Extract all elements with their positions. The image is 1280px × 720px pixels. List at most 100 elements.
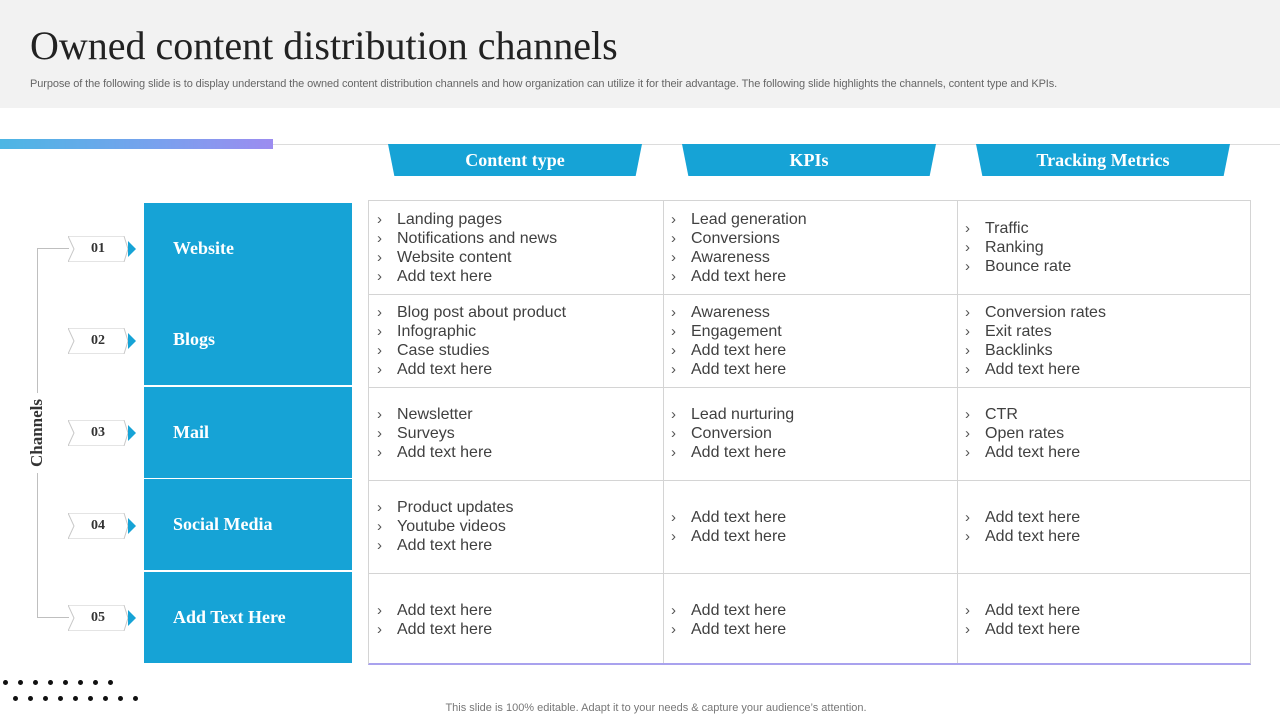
chevron-right-icon: › xyxy=(965,620,970,638)
table-cell-metrics: › Add text here › Add text here xyxy=(957,480,1251,573)
list-item-text: Infographic xyxy=(397,322,477,340)
list-item: › Surveys xyxy=(377,424,663,443)
table-cell-metrics: › Conversion rates › Exit rates › Backlinks › A… xyxy=(957,294,1251,387)
list-item: › Bounce rate xyxy=(965,257,1251,276)
dot xyxy=(63,680,68,685)
table-cell-kpis: › Lead nurturing › Conversion › Add text here xyxy=(663,387,957,480)
list-item: › Youtube videos xyxy=(377,517,663,536)
chevron-right-icon: › xyxy=(965,406,970,423)
channel-number-tag: 01 xyxy=(68,236,136,262)
list-item: › Add text here xyxy=(965,527,1251,546)
chevron-right-icon: › xyxy=(671,229,676,247)
list-item-text: Conversions xyxy=(691,229,780,247)
channel-number: 02 xyxy=(91,333,105,348)
list-item-text: Add text here xyxy=(397,537,493,554)
dot xyxy=(58,696,63,701)
list-item: › Exit rates xyxy=(965,322,1251,341)
column-header-tracking-metrics: Tracking Metrics xyxy=(976,144,1230,176)
list-item: › Landing pages xyxy=(377,210,663,229)
chevron-right-icon: › xyxy=(965,239,970,256)
chevron-right-icon: › xyxy=(965,360,970,378)
list-item: › Ranking xyxy=(965,238,1251,257)
column-header-content-type: Content type xyxy=(388,144,642,176)
chevron-right-icon: › xyxy=(377,518,382,535)
list-item: › Conversions xyxy=(671,229,957,248)
dot xyxy=(133,696,138,701)
channel-name: Add Text Here xyxy=(144,572,352,663)
list-item-text: Landing pages xyxy=(397,210,502,228)
list-item-text: Add text here xyxy=(691,620,787,638)
list-item-text: Add text here xyxy=(691,360,787,378)
dot xyxy=(88,696,93,701)
list-item: › Add text here xyxy=(671,360,957,379)
table-cell-content: › Newsletter › Surveys › Add text here xyxy=(369,387,663,480)
list-item: › Case studies xyxy=(377,341,663,360)
list-item-text: Add text here xyxy=(691,601,787,619)
list-item: › CTR xyxy=(965,405,1251,424)
table-cell-content: › Landing pages › Notifications and news › We… xyxy=(369,201,663,294)
chevron-right-icon: › xyxy=(377,248,382,266)
chevron-right-icon: › xyxy=(671,248,676,266)
list-item: › Traffic xyxy=(965,219,1251,238)
list-item: › Conversion xyxy=(671,424,957,443)
list-item-text: Add text here xyxy=(985,444,1081,461)
chevron-right-icon: › xyxy=(965,425,970,442)
chevron-right-icon: › xyxy=(671,406,676,423)
list-item-text: Blog post about product xyxy=(397,303,567,321)
table-column-divider xyxy=(663,201,664,663)
dot xyxy=(3,680,8,685)
chevron-right-icon: › xyxy=(671,341,676,359)
list-item-text: Surveys xyxy=(397,425,455,442)
chevron-right-icon: › xyxy=(671,508,676,526)
list-item-text: Add text here xyxy=(397,267,493,285)
dot xyxy=(43,696,48,701)
table-row-divider xyxy=(369,294,1250,295)
list-item-text: Website content xyxy=(397,248,512,266)
channel-number: 04 xyxy=(91,518,105,533)
chevron-right-icon: › xyxy=(671,425,676,442)
list-item: › Newsletter xyxy=(377,405,663,424)
list-item-text: Add text here xyxy=(691,267,787,285)
channel-number-tag: 04 xyxy=(68,513,136,539)
list-item-text: Add text here xyxy=(691,527,787,545)
list-item-text: Awareness xyxy=(691,303,770,321)
list-item-text: Conversion rates xyxy=(985,303,1106,321)
table-cell-metrics: › Add text here › Add text here xyxy=(957,573,1251,666)
list-item-text: Bounce rate xyxy=(985,258,1072,275)
chevron-right-icon: › xyxy=(671,322,676,340)
list-item-text: Backlinks xyxy=(985,341,1053,359)
list-item: › Add text here xyxy=(671,601,957,620)
chevron-right-icon: › xyxy=(671,444,676,461)
list-item-text: Ranking xyxy=(985,239,1044,256)
list-item: › Backlinks xyxy=(965,341,1251,360)
list-item-text: Add text here xyxy=(691,444,787,461)
list-item: › Add text here xyxy=(671,341,957,360)
channel-name: Website xyxy=(144,203,352,294)
list-item-text: Add text here xyxy=(397,360,493,378)
table-column-divider xyxy=(957,201,958,663)
chevron-right-icon: › xyxy=(377,499,382,516)
list-item-text: Open rates xyxy=(985,425,1065,442)
table-row-divider xyxy=(369,573,1250,574)
list-item: › Add text here xyxy=(377,443,663,462)
chevron-right-icon: › xyxy=(965,322,970,340)
list-item: › Add text here xyxy=(965,601,1251,620)
dot xyxy=(118,696,123,701)
list-item-text: Add text here xyxy=(985,360,1081,378)
table-cell-content: › Product updates › Youtube videos › Add text… xyxy=(369,480,663,573)
channel-name: Blogs xyxy=(144,294,352,385)
list-item: › Add text here xyxy=(377,536,663,555)
channel-number-tag: 05 xyxy=(68,605,136,631)
list-item-text: Add text here xyxy=(397,601,493,619)
list-item: › Add text here xyxy=(965,360,1251,379)
dot xyxy=(33,680,38,685)
chevron-right-icon: › xyxy=(377,620,382,638)
chevron-right-icon: › xyxy=(377,537,382,554)
chevron-right-icon: › xyxy=(965,444,970,461)
channel-name: Mail xyxy=(144,387,352,478)
slide-title: Owned content distribution channels xyxy=(30,23,618,68)
list-item: › Awareness xyxy=(671,303,957,322)
list-item-text: Exit rates xyxy=(985,322,1052,340)
list-item: › Add text here xyxy=(377,360,663,379)
list-item-text: Add text here xyxy=(691,341,787,359)
